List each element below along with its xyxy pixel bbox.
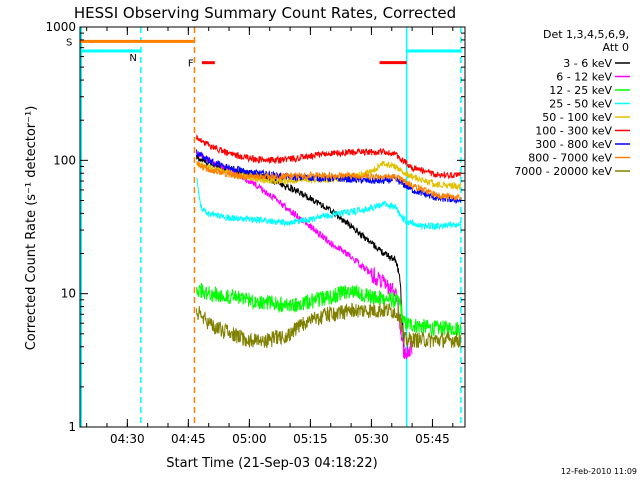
legend-label: 800 - 7000 keV xyxy=(528,152,612,165)
flag-label-s: S xyxy=(66,37,72,48)
series-line-25-50-kev xyxy=(196,177,462,231)
legend-label: 25 - 50 keV xyxy=(549,98,612,111)
legend-title-line-1: Det 1,3,4,5,6,9, xyxy=(543,28,629,41)
legend-label: 50 - 100 keV xyxy=(542,111,612,124)
legend-label: 6 - 12 keV xyxy=(556,71,612,84)
series-line-300-800-kev xyxy=(196,149,462,204)
plot-frame xyxy=(79,26,466,428)
x-tick-label: 04:30 xyxy=(110,432,145,446)
x-tick-label: 04:45 xyxy=(171,432,206,446)
series-line-7000-20000-kev xyxy=(196,302,462,349)
chart-title: HESSI Observing Summary Count Rates, Cor… xyxy=(74,4,456,22)
y-axis-ticks: 1 10 100 1000 xyxy=(45,20,465,434)
x-tick-label: 05:00 xyxy=(232,432,267,446)
plot-decorations: S N F xyxy=(66,27,462,427)
legend-label: 300 - 800 keV xyxy=(535,138,612,151)
series-line-12-25-kev xyxy=(196,282,462,338)
x-tick-label: 05:30 xyxy=(354,432,389,446)
y-tick-label: 1 xyxy=(68,420,76,434)
x-axis-ticks: 04:30 04:45 05:00 05:15 05:30 05:45 xyxy=(86,27,454,446)
x-axis-label: Start Time (21-Sep-03 04:18:22) xyxy=(166,456,377,471)
legend-label: 100 - 300 keV xyxy=(535,125,612,138)
flag-label-f: F xyxy=(188,59,194,70)
flag-label-n: N xyxy=(129,53,136,64)
series-line-800-7000-kev xyxy=(196,161,462,201)
legend-label: 12 - 25 keV xyxy=(549,84,612,97)
x-tick-label: 05:45 xyxy=(415,432,450,446)
y-tick-label: 100 xyxy=(53,153,76,167)
y-tick-label: 1000 xyxy=(45,20,76,34)
legend-label: 3 - 6 keV xyxy=(563,57,612,70)
legend-title-line-2: Att 0 xyxy=(603,41,629,54)
y-axis-label: Corrected Count Rate (s⁻¹ detector⁻¹) xyxy=(24,106,39,351)
x-tick-label: 05:15 xyxy=(293,432,328,446)
y-tick-label: 10 xyxy=(61,287,76,301)
footer-timestamp: 12-Feb-2010 11:09 xyxy=(561,467,637,476)
plot-series-group xyxy=(196,134,462,360)
legend-label: 7000 - 20000 keV xyxy=(514,165,612,178)
series-line-100-300-kev xyxy=(196,134,462,180)
